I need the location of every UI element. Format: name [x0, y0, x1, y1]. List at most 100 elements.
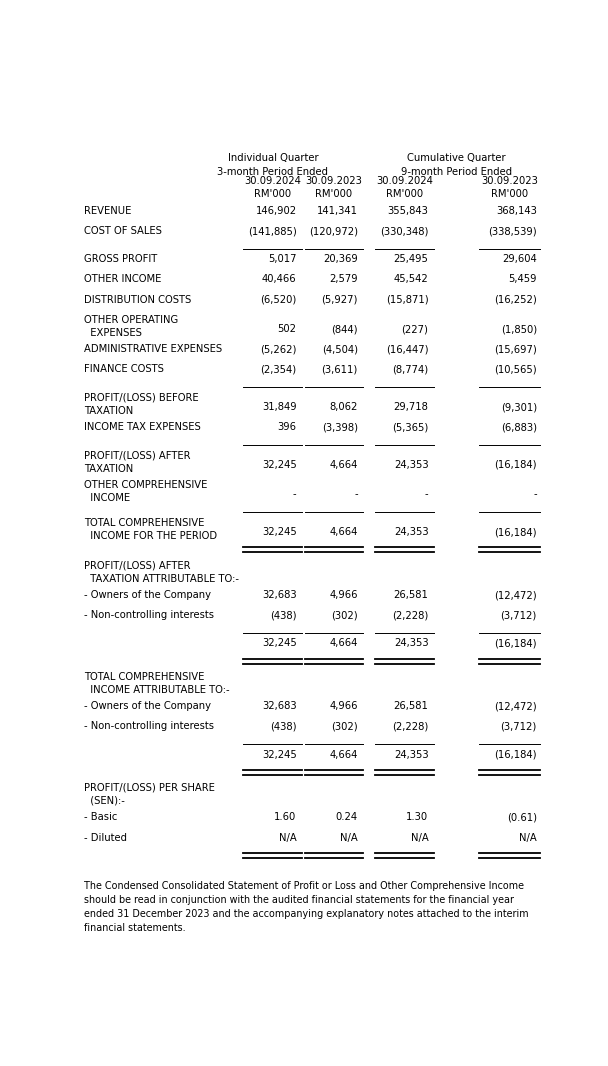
Text: (1,850): (1,850): [501, 324, 537, 334]
Text: 0.24: 0.24: [336, 812, 358, 823]
Text: - Owners of the Company: - Owners of the Company: [85, 591, 212, 600]
Text: PROFIT/(LOSS) BEFORE
TAXATION: PROFIT/(LOSS) BEFORE TAXATION: [85, 392, 199, 416]
Text: (330,348): (330,348): [380, 226, 429, 236]
Text: 5,017: 5,017: [268, 255, 297, 264]
Text: 32,245: 32,245: [262, 528, 297, 537]
Text: (3,712): (3,712): [500, 722, 537, 731]
Text: COST OF SALES: COST OF SALES: [85, 226, 162, 236]
Text: 45,542: 45,542: [394, 274, 429, 285]
Text: 32,245: 32,245: [262, 749, 297, 760]
Text: - Diluted: - Diluted: [85, 833, 128, 842]
Text: 26,581: 26,581: [393, 701, 429, 711]
Text: Individual Quarter
3-month Period Ended: Individual Quarter 3-month Period Ended: [218, 154, 328, 177]
Text: - Non-controlling interests: - Non-controlling interests: [85, 610, 215, 620]
Text: (16,184): (16,184): [494, 528, 537, 537]
Text: 29,718: 29,718: [393, 402, 429, 413]
Text: 24,353: 24,353: [394, 749, 429, 760]
Text: (5,262): (5,262): [260, 344, 297, 354]
Text: 4,664: 4,664: [330, 749, 358, 760]
Text: 1.30: 1.30: [406, 812, 429, 823]
Text: 25,495: 25,495: [393, 255, 429, 264]
Text: - Non-controlling interests: - Non-controlling interests: [85, 722, 215, 731]
Text: (6,520): (6,520): [260, 294, 297, 305]
Text: (0.61): (0.61): [507, 812, 537, 823]
Text: 141,341: 141,341: [317, 206, 358, 216]
Text: -: -: [425, 489, 429, 500]
Text: (3,611): (3,611): [322, 365, 358, 374]
Text: (338,539): (338,539): [488, 226, 537, 236]
Text: TOTAL COMPREHENSIVE
  INCOME ATTRIBUTABLE TO:-: TOTAL COMPREHENSIVE INCOME ATTRIBUTABLE …: [85, 672, 230, 695]
Text: 30.09.2024
RM'000: 30.09.2024 RM'000: [244, 176, 301, 199]
Text: 30.09.2024
RM'000: 30.09.2024 RM'000: [376, 176, 433, 199]
Text: 355,843: 355,843: [387, 206, 429, 216]
Text: (302): (302): [331, 610, 358, 620]
Text: (2,228): (2,228): [392, 610, 429, 620]
Text: 4,664: 4,664: [330, 528, 358, 537]
Text: (15,697): (15,697): [494, 344, 537, 354]
Text: 4,966: 4,966: [330, 701, 358, 711]
Text: (10,565): (10,565): [494, 365, 537, 374]
Text: PROFIT/(LOSS) AFTER
  TAXATION ATTRIBUTABLE TO:-: PROFIT/(LOSS) AFTER TAXATION ATTRIBUTABL…: [85, 561, 240, 583]
Text: (141,885): (141,885): [248, 226, 297, 236]
Text: (438): (438): [270, 610, 297, 620]
Text: (12,472): (12,472): [494, 591, 537, 600]
Text: (6,883): (6,883): [501, 422, 537, 432]
Text: (15,871): (15,871): [386, 294, 429, 305]
Text: 32,683: 32,683: [262, 591, 297, 600]
Text: ADMINISTRATIVE EXPENSES: ADMINISTRATIVE EXPENSES: [85, 344, 223, 354]
Text: N/A: N/A: [340, 833, 358, 842]
Text: 1.60: 1.60: [274, 812, 297, 823]
Text: 8,062: 8,062: [330, 402, 358, 413]
Text: Cumulative Quarter
9-month Period Ended: Cumulative Quarter 9-month Period Ended: [401, 154, 513, 177]
Text: OTHER OPERATING
  EXPENSES: OTHER OPERATING EXPENSES: [85, 314, 179, 338]
Text: - Basic: - Basic: [85, 812, 118, 823]
Text: (9,301): (9,301): [501, 402, 537, 413]
Text: (120,972): (120,972): [309, 226, 358, 236]
Text: (844): (844): [331, 324, 358, 334]
Text: (16,252): (16,252): [494, 294, 537, 305]
Text: (438): (438): [270, 722, 297, 731]
Text: 20,369: 20,369: [323, 255, 358, 264]
Text: OTHER INCOME: OTHER INCOME: [85, 274, 162, 285]
Text: (2,228): (2,228): [392, 722, 429, 731]
Text: (12,472): (12,472): [494, 701, 537, 711]
Text: (302): (302): [331, 722, 358, 731]
Text: 146,902: 146,902: [255, 206, 297, 216]
Text: 29,604: 29,604: [502, 255, 537, 264]
Text: 2,579: 2,579: [329, 274, 358, 285]
Text: REVENUE: REVENUE: [85, 206, 132, 216]
Text: 502: 502: [277, 324, 297, 334]
Text: FINANCE COSTS: FINANCE COSTS: [85, 365, 164, 374]
Text: (4,504): (4,504): [322, 344, 358, 354]
Text: (8,774): (8,774): [392, 365, 429, 374]
Text: 4,664: 4,664: [330, 639, 358, 648]
Text: INCOME TAX EXPENSES: INCOME TAX EXPENSES: [85, 422, 201, 432]
Text: (227): (227): [401, 324, 429, 334]
Text: The Condensed Consolidated Statement of Profit or Loss and Other Comprehensive I: The Condensed Consolidated Statement of …: [85, 881, 529, 933]
Text: 40,466: 40,466: [262, 274, 297, 285]
Text: (5,365): (5,365): [392, 422, 429, 432]
Text: 4,966: 4,966: [330, 591, 358, 600]
Text: 396: 396: [277, 422, 297, 432]
Text: 30.09.2023
RM'000: 30.09.2023 RM'000: [481, 176, 538, 199]
Text: 26,581: 26,581: [393, 591, 429, 600]
Text: (16,447): (16,447): [386, 344, 429, 354]
Text: 5,459: 5,459: [508, 274, 537, 285]
Text: 4,664: 4,664: [330, 459, 358, 470]
Text: DISTRIBUTION COSTS: DISTRIBUTION COSTS: [85, 294, 192, 305]
Text: 24,353: 24,353: [394, 459, 429, 470]
Text: (5,927): (5,927): [322, 294, 358, 305]
Text: -: -: [293, 489, 297, 500]
Text: 31,849: 31,849: [262, 402, 297, 413]
Text: (16,184): (16,184): [494, 459, 537, 470]
Text: PROFIT/(LOSS) AFTER
TAXATION: PROFIT/(LOSS) AFTER TAXATION: [85, 451, 191, 473]
Text: - Owners of the Company: - Owners of the Company: [85, 701, 212, 711]
Text: (2,354): (2,354): [260, 365, 297, 374]
Text: 24,353: 24,353: [394, 639, 429, 648]
Text: -: -: [533, 489, 537, 500]
Text: N/A: N/A: [411, 833, 429, 842]
Text: -: -: [354, 489, 358, 500]
Text: 24,353: 24,353: [394, 528, 429, 537]
Text: 32,245: 32,245: [262, 459, 297, 470]
Text: OTHER COMPREHENSIVE
  INCOME: OTHER COMPREHENSIVE INCOME: [85, 480, 208, 503]
